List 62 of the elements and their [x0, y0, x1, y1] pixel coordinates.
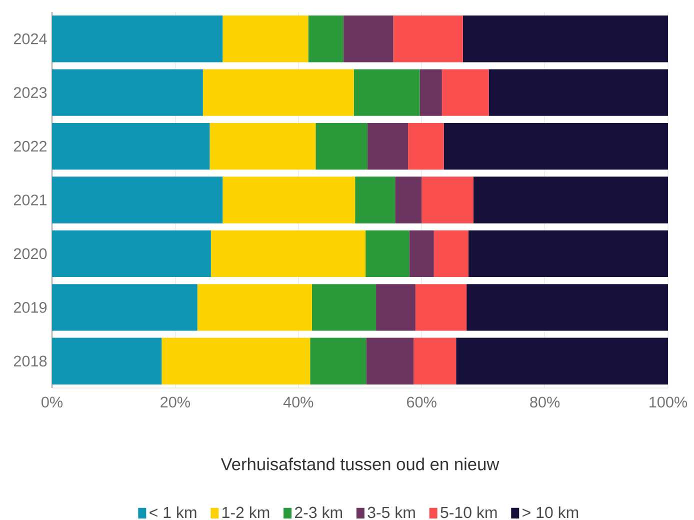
- legend-label: 2-3 km: [294, 506, 342, 518]
- bar: [52, 284, 198, 331]
- bar: [409, 230, 434, 278]
- bar: [488, 69, 668, 116]
- bar: [395, 176, 422, 224]
- bar: [468, 230, 668, 278]
- bar: [434, 230, 468, 278]
- bar: [197, 284, 312, 331]
- bar: [456, 338, 668, 384]
- legend-label: 3-5 km: [368, 506, 415, 518]
- bar: [202, 69, 354, 116]
- bar: [343, 16, 394, 62]
- bar: [442, 69, 489, 116]
- bar: [415, 284, 467, 331]
- bar: [316, 122, 368, 170]
- bar: [162, 338, 310, 384]
- bar: [210, 230, 366, 278]
- bar: [366, 338, 414, 384]
- bar: [367, 122, 408, 170]
- bar: [366, 230, 410, 278]
- bar: [408, 122, 444, 170]
- bar: [222, 16, 308, 62]
- bar: [414, 338, 456, 384]
- legend-title: Verhuisafstand tussen oud en nieuw: [220, 458, 500, 470]
- x-tick-label: 40%: [283, 396, 314, 408]
- y-tick-label: 2018: [14, 356, 47, 367]
- bar: [354, 69, 420, 116]
- y-tick-label: 2022: [14, 140, 47, 152]
- y-tick-label: 2019: [14, 302, 47, 313]
- y-tick-label: 2023: [14, 87, 47, 98]
- bar: [52, 338, 162, 384]
- x-tick-label: 100%: [650, 396, 688, 408]
- y-tick-label: 2020: [14, 248, 47, 260]
- bar: [466, 284, 668, 331]
- bar: [355, 176, 396, 224]
- legend-label: 5-10 km: [440, 506, 497, 518]
- bar: [52, 16, 223, 62]
- bar: [422, 176, 474, 224]
- bar: [308, 16, 344, 62]
- bar: [310, 338, 366, 384]
- bar: [473, 176, 668, 224]
- bar: [210, 122, 316, 170]
- x-tick-label: 20%: [160, 396, 190, 408]
- y-tick-label: 2024: [14, 33, 47, 44]
- bar: [52, 122, 210, 170]
- bar: [420, 69, 442, 116]
- bar: [393, 16, 463, 62]
- x-tick-label: 0%: [42, 396, 63, 408]
- legend-label: < 1 km: [150, 506, 196, 518]
- bar: [222, 176, 356, 224]
- bar: [376, 284, 416, 331]
- legend-label: 1-2 km: [222, 506, 270, 518]
- legend-label: > 10 km: [522, 506, 578, 518]
- bar: [52, 230, 211, 278]
- x-tick-label: 80%: [530, 396, 560, 408]
- bar: [312, 284, 376, 331]
- bar: [462, 16, 668, 62]
- y-tick-label: 2021: [14, 194, 47, 206]
- bar: [52, 176, 223, 224]
- bar: [52, 69, 203, 116]
- bar: [444, 122, 668, 170]
- x-tick-label: 60%: [407, 396, 436, 408]
